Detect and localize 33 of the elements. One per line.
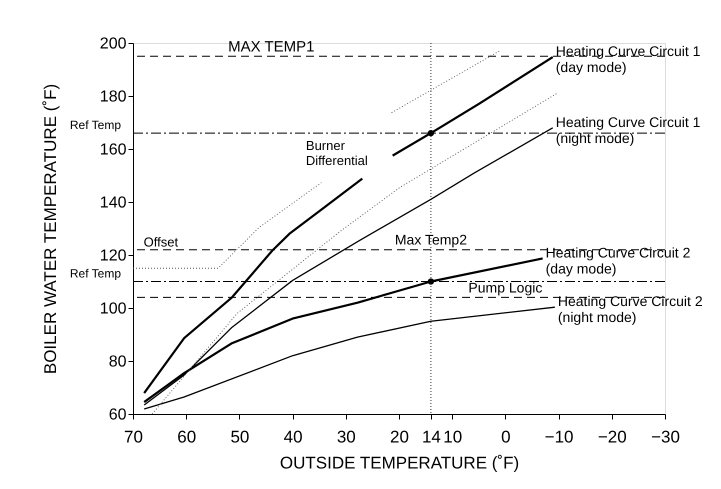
x-tick-label: 60	[177, 428, 196, 446]
ref-line-label: Max Temp2	[394, 232, 468, 248]
annotation: Offset	[144, 234, 178, 250]
y-tick-label: 100	[100, 300, 127, 318]
y-axis-title: BOILER WATER TEMPERATURE (˚F)	[40, 84, 60, 374]
y-tick-label: 80	[108, 354, 127, 370]
x-tick-label: 70	[124, 428, 143, 446]
x-tick-label: 0	[501, 428, 511, 446]
series-label: Heating Curve Circuit 1 (day mode)	[556, 43, 701, 76]
y-tick-label: 140	[100, 194, 127, 212]
series-label: Heating Curve Circuit 2 (day mode)	[546, 244, 691, 276]
ref-line-label: Pump Logic	[468, 279, 542, 296]
x-tick-label: −20	[598, 428, 627, 446]
y-tick-label: 60	[108, 406, 127, 424]
ref-line-label: Ref Temp	[70, 118, 122, 132]
x-tick-label: −10	[544, 428, 574, 446]
y-tick-label: 160	[100, 142, 127, 158]
x-tick-label: 30	[336, 428, 356, 446]
x-tick-label: 20	[390, 428, 409, 446]
x-tick-label: 50	[230, 428, 250, 446]
annotation: Burner Differential	[306, 138, 368, 168]
y-tick-label: 180	[100, 88, 127, 106]
x-tick-label: 10	[443, 428, 462, 446]
x-tick-label: 40	[284, 428, 303, 446]
y-tick-label: 120	[100, 248, 127, 264]
x-tick-label: −30	[651, 428, 680, 446]
series-label: Heating Curve Circuit 1 (night mode)	[556, 114, 701, 146]
y-tick-label: 200	[100, 36, 127, 52]
series-label: Heating Curve Circuit 2 (night mode)	[558, 293, 703, 326]
ref-line-label: Ref Temp	[70, 266, 122, 280]
x-tick-label: 14	[422, 428, 441, 446]
ref-line-label: MAX TEMP1	[228, 38, 315, 56]
x-axis-title: OUTSIDE TEMPERATURE (˚F)	[280, 454, 520, 472]
